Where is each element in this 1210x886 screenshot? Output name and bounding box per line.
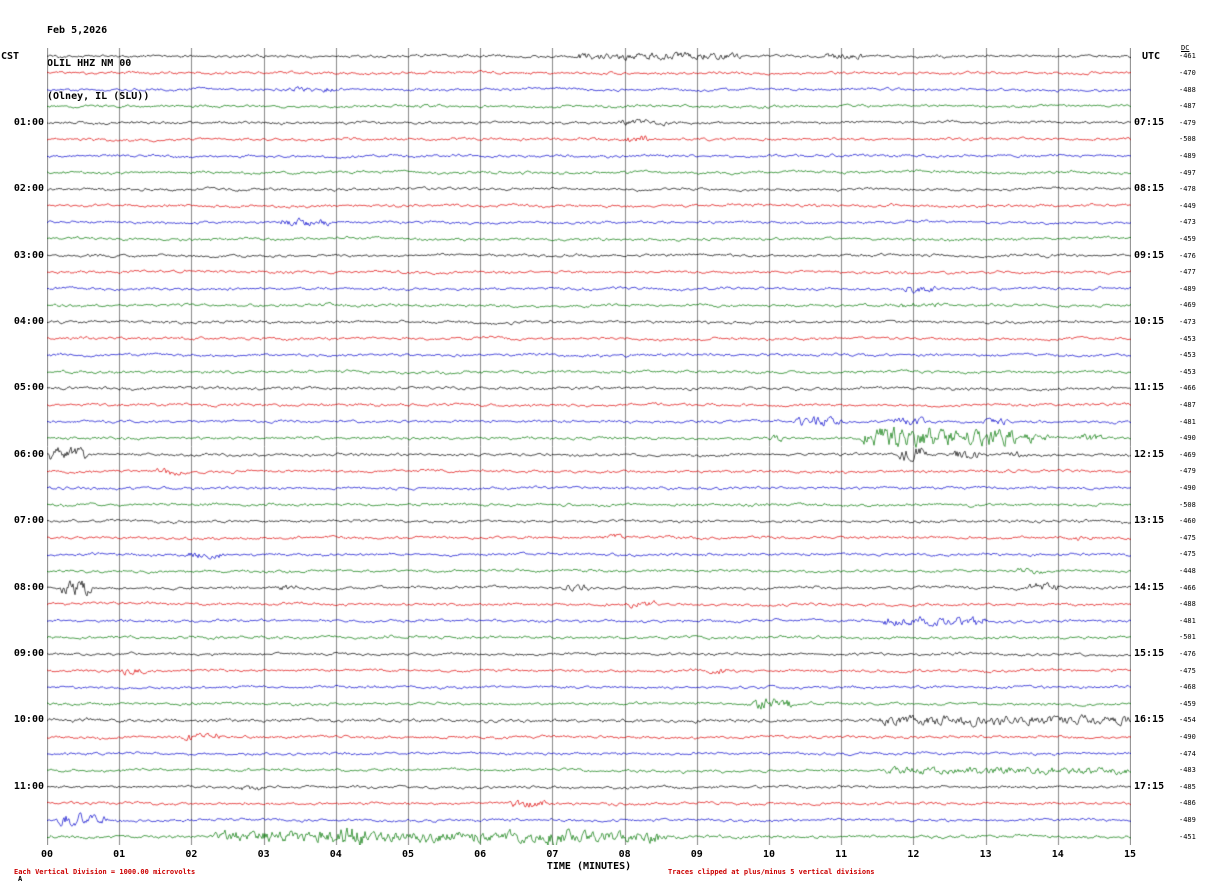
x-tick-label: 02 <box>185 849 198 860</box>
right-time-label: 16:15 <box>1134 714 1165 726</box>
dc-offset-value: -489 <box>1179 284 1196 293</box>
dc-offset-value: -488 <box>1179 600 1196 609</box>
dc-offset-value: -486 <box>1179 799 1196 808</box>
dc-offset-value: -468 <box>1179 683 1196 692</box>
right-time-label: 14:15 <box>1134 581 1165 593</box>
left-time-label: 07:00 <box>13 515 44 527</box>
x-tick-label: 14 <box>1051 849 1064 860</box>
footer-scale-note: Each Vertical Division = 1000.00 microvo… <box>14 868 196 876</box>
dc-offset-value: -466 <box>1179 384 1196 393</box>
dc-offset-value: -477 <box>1179 268 1196 277</box>
right-time-label: 17:15 <box>1134 780 1165 792</box>
right-time-label: 10:15 <box>1134 315 1165 327</box>
x-tick-label: 00 <box>40 849 54 860</box>
x-axis-title: TIME (MINUTES) <box>546 861 632 872</box>
dc-offset-value: -476 <box>1179 650 1196 659</box>
dc-offset-value: -466 <box>1179 583 1196 592</box>
x-tick-label: 07 <box>546 849 559 860</box>
right-time-label: 13:15 <box>1134 515 1165 527</box>
x-tick-label: 15 <box>1123 849 1137 860</box>
left-time-label: 02:00 <box>13 183 44 195</box>
dc-offset-value: -481 <box>1179 616 1196 625</box>
right-axis-title: UTC <box>1142 51 1161 62</box>
left-time-label: 06:00 <box>13 448 44 460</box>
dc-offset-value: -485 <box>1179 782 1196 791</box>
dc-offset-value: -501 <box>1179 633 1196 642</box>
dc-offset-value: -508 <box>1179 135 1196 144</box>
left-time-label: 05:00 <box>13 382 44 394</box>
dc-offset-value: -488 <box>1179 85 1196 94</box>
dc-offset-value: -474 <box>1179 749 1196 758</box>
dc-offset-value: -479 <box>1179 467 1196 476</box>
corner-mark: A <box>18 875 23 883</box>
dc-offset-value: -489 <box>1179 151 1196 160</box>
left-time-label: 04:00 <box>13 315 44 327</box>
left-time-label: 03:00 <box>13 249 44 261</box>
dc-offset-value: -448 <box>1179 567 1196 576</box>
left-time-label: 08:00 <box>13 581 44 593</box>
dc-offset-value: -453 <box>1179 334 1196 343</box>
dc-offset-value: -459 <box>1179 234 1196 243</box>
right-time-label: 12:15 <box>1134 448 1165 460</box>
dc-offset-value: -469 <box>1179 301 1196 310</box>
x-tick-label: 04 <box>329 849 342 860</box>
dc-offset-value: -487 <box>1179 102 1196 111</box>
x-tick-label: 01 <box>113 849 126 860</box>
dc-offset-value: -475 <box>1179 533 1196 542</box>
dc-offset-value: -459 <box>1179 699 1196 708</box>
seismogram-canvas <box>47 48 1131 845</box>
dc-column-header: DC <box>1181 44 1190 52</box>
left-axis-title: CST <box>1 51 20 62</box>
dc-offset-value: -475 <box>1179 666 1196 675</box>
dc-offset-value: -497 <box>1179 168 1196 177</box>
right-time-label: 11:15 <box>1134 382 1165 394</box>
dc-offset-value: -473 <box>1179 218 1196 227</box>
x-tick-label: 12 <box>907 849 920 860</box>
dc-offset-value: -481 <box>1179 417 1196 426</box>
dc-offset-value: -470 <box>1179 68 1196 77</box>
dc-offset-value: -451 <box>1179 832 1196 841</box>
dc-offset-value: -473 <box>1179 317 1196 326</box>
x-tick-label: 09 <box>690 849 703 860</box>
x-tick-label: 08 <box>618 849 631 860</box>
dc-offset-value: -461 <box>1179 52 1196 61</box>
header-date: Feb 5,2026 <box>47 25 108 36</box>
dc-offset-value: -478 <box>1179 185 1196 194</box>
dc-offset-value: -469 <box>1179 450 1196 459</box>
dc-offset-value: -475 <box>1179 550 1196 559</box>
right-time-label: 08:15 <box>1134 183 1165 195</box>
right-time-label: 15:15 <box>1134 648 1165 660</box>
dc-offset-value: -460 <box>1179 517 1196 526</box>
dc-offset-value: -487 <box>1179 400 1196 409</box>
right-time-label: 09:15 <box>1134 249 1165 261</box>
dc-offset-value: -489 <box>1179 816 1196 825</box>
dc-offset-value: -508 <box>1179 500 1196 509</box>
x-tick-label: 13 <box>979 849 992 860</box>
left-time-label: 09:00 <box>13 648 44 660</box>
dc-offset-value: -490 <box>1179 484 1196 492</box>
dc-offset-value: -483 <box>1179 766 1196 775</box>
dc-offset-value: -453 <box>1179 367 1196 376</box>
left-time-label: 10:00 <box>13 714 44 726</box>
dc-offset-value: -449 <box>1179 201 1196 210</box>
x-tick-label: 06 <box>474 849 487 860</box>
dc-offset-value: -479 <box>1179 118 1196 127</box>
x-tick-label: 03 <box>257 849 270 860</box>
dc-offset-value: -453 <box>1179 351 1196 360</box>
dc-offset-value: -490 <box>1179 434 1196 443</box>
dc-offset-value: -490 <box>1179 733 1196 742</box>
right-time-label: 07:15 <box>1134 116 1165 128</box>
x-tick-label: 05 <box>401 849 415 860</box>
footer-clip-note: Traces clipped at plus/minus 5 vertical … <box>668 868 875 876</box>
x-tick-label: 10 <box>762 849 776 860</box>
dc-offset-value: -454 <box>1179 716 1196 725</box>
x-tick-label: 11 <box>835 849 848 860</box>
left-time-label: 11:00 <box>13 780 44 792</box>
left-time-label: 01:00 <box>13 116 44 128</box>
dc-offset-value: -476 <box>1179 251 1196 260</box>
